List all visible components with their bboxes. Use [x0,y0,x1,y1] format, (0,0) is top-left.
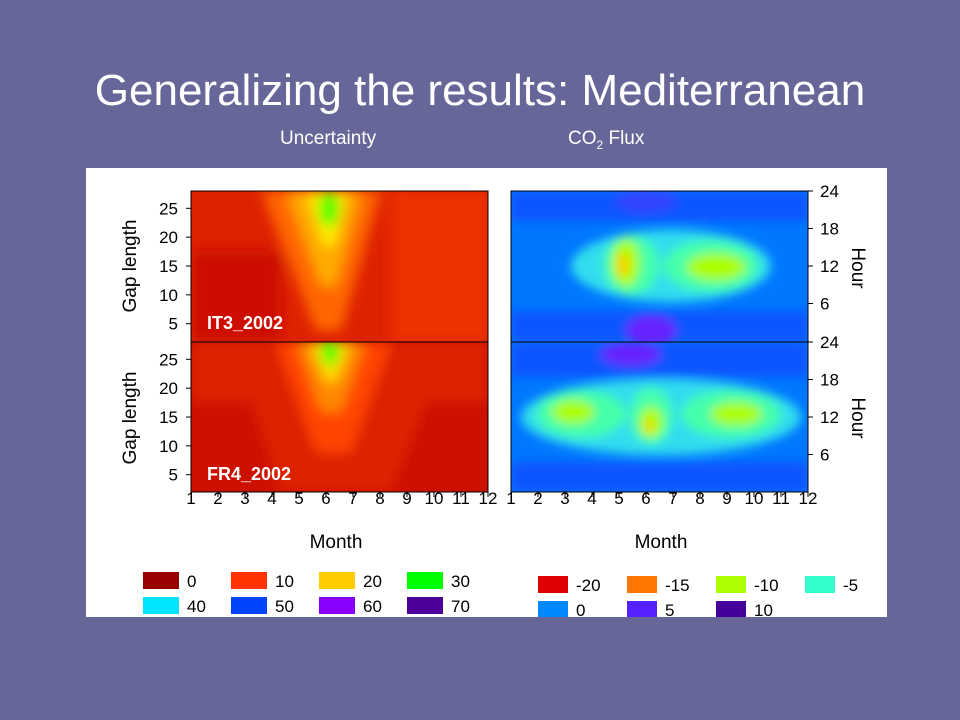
legend-label: 60 [363,597,382,616]
site-label-fr4: FR4_2002 [207,464,291,484]
ylabel-gap-length-bottom: Gap length [120,372,141,465]
legend-label: -10 [754,576,779,595]
ylabel-gap-length-top: Gap length [120,220,141,313]
subtitle-uncertainty: Uncertainty [280,128,377,149]
left-ytick-label: 15 [159,408,178,427]
month-tick-label: 9 [722,489,731,508]
xlabel-month-left: Month [310,532,363,553]
month-tick-label: 5 [294,489,303,508]
legend-label: 20 [363,572,382,591]
month-tick-label: 12 [799,489,818,508]
month-tick-label: 7 [668,489,677,508]
legend-swatch [805,576,835,593]
month-tick-label: 2 [533,489,542,508]
heatmap-flux-it3 [510,190,809,343]
month-tick-label: 12 [479,489,498,508]
site-label-it3: IT3_2002 [207,313,283,333]
figure-panel: IT3_2002 FR4_2002 [86,168,887,617]
left-ytick-label: 20 [159,228,178,247]
left-ytick-label: 15 [159,257,178,276]
month-tick-label: 3 [240,489,249,508]
right-ytick-label: 6 [820,446,829,465]
subtitle-flux-prefix: CO [568,128,597,149]
ylabel-hour-top: Hour [847,247,868,289]
heatmap-uncertainty-it3: IT3_2002 [190,190,489,343]
legend-label: 5 [665,601,674,617]
legend-swatch [143,572,179,589]
legend-swatch [716,576,746,593]
legend-co2-flux: -20 -15 -10 -5 0 5 10 [538,576,858,617]
heatmap-flux-fr4 [510,341,809,493]
heatmap-figure: IT3_2002 FR4_2002 [120,182,868,617]
left-ytick-label: 5 [169,315,178,334]
legend-label: -5 [843,576,858,595]
legend-label: 0 [576,601,585,617]
month-tick-label: 5 [614,489,623,508]
month-tick-label: 11 [452,489,470,508]
month-tick-label: 9 [402,489,411,508]
legend-swatch [407,572,443,589]
legend-label: 30 [451,572,470,591]
slide-title: Generalizing the results: Mediterranean [94,66,866,115]
legend-swatch [407,597,443,614]
month-tick-label: 1 [506,489,515,508]
subtitle-co2-flux: CO2 Flux [568,128,644,152]
legend-label: -15 [665,576,690,595]
month-tick-label: 8 [375,489,384,508]
legend-swatch [538,576,568,593]
month-tick-label: 1 [186,489,195,508]
month-tick-label: 4 [587,489,596,508]
legends: 0 10 20 30 40 50 60 70 -20 -15 -10 -5 0 5 10 [143,572,858,617]
left-ytick-label: 20 [159,379,178,398]
month-tick-label: 10 [745,489,764,508]
month-tick-label: 6 [321,489,330,508]
legend-swatch [231,597,267,614]
right-ytick-label: 24 [820,182,839,201]
left-ytick-label: 10 [159,286,178,305]
left-ytick-label: 10 [159,437,178,456]
month-tick-label: 4 [267,489,276,508]
legend-label: 50 [275,597,294,616]
legend-label: 70 [451,597,470,616]
legend-swatch [538,601,568,617]
month-tick-label: 2 [213,489,222,508]
legend-swatch [627,601,657,617]
right-ytick-label: 12 [820,408,839,427]
right-ytick-label: 6 [820,295,829,314]
left-ytick-label: 25 [159,199,178,218]
legend-uncertainty: 0 10 20 30 40 50 60 70 [143,572,470,616]
month-tick-label: 6 [641,489,650,508]
right-ytick-label: 12 [820,257,839,276]
legend-swatch [627,576,657,593]
month-tick-label: 10 [425,489,444,508]
heatmap-uncertainty-fr4: FR4_2002 [190,341,489,493]
legend-swatch [716,601,746,617]
ylabel-hour-bottom: Hour [847,397,868,439]
month-tick-label: 3 [560,489,569,508]
right-ytick-label: 24 [820,333,839,352]
legend-label: 10 [275,572,294,591]
legend-label: 40 [187,597,206,616]
month-tick-label: 7 [348,489,357,508]
left-ytick-label: 25 [159,350,178,369]
legend-label: -20 [576,576,601,595]
legend-swatch [319,597,355,614]
legend-swatch [319,572,355,589]
legend-label: 0 [187,572,196,591]
legend-label: 10 [754,601,773,617]
right-ytick-label: 18 [820,371,839,390]
xlabel-month-right: Month [635,532,688,553]
right-ytick-label: 18 [820,220,839,239]
legend-swatch [143,597,179,614]
left-ytick-label: 5 [169,466,178,485]
subtitle-flux-subscript: 2 [596,137,604,152]
month-tick-label: 8 [695,489,704,508]
month-tick-label: 11 [772,489,790,508]
subtitle-flux-suffix: Flux [603,128,645,149]
legend-swatch [231,572,267,589]
